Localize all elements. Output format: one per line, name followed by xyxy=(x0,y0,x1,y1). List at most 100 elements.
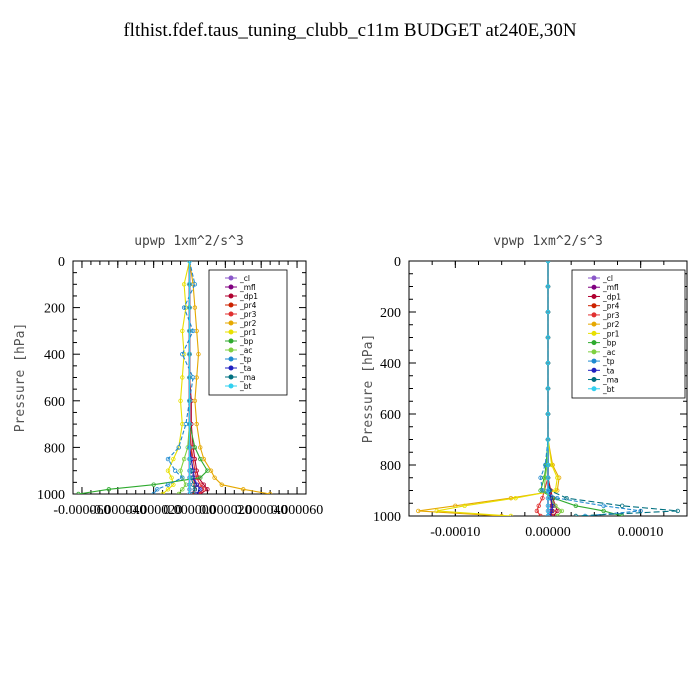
data-point xyxy=(181,352,187,357)
data-point xyxy=(196,352,201,357)
data-point xyxy=(545,411,551,417)
data-point xyxy=(187,305,192,310)
data-point xyxy=(219,482,224,487)
data-point xyxy=(559,508,565,514)
data-point xyxy=(601,508,606,514)
legend-label: _cl xyxy=(602,274,613,283)
data-point xyxy=(550,503,555,508)
data-point xyxy=(538,475,543,480)
series-line xyxy=(436,261,558,516)
data-point xyxy=(545,437,551,442)
data-point xyxy=(178,398,183,403)
data-point xyxy=(106,487,112,492)
data-point xyxy=(165,482,171,487)
legend-marker xyxy=(228,302,234,308)
data-point xyxy=(545,513,551,516)
data-point xyxy=(534,508,540,514)
data-point xyxy=(187,491,192,494)
data-point xyxy=(555,508,560,514)
legend-marker xyxy=(591,340,597,346)
y-tick-label: 600 xyxy=(380,408,401,423)
data-point xyxy=(187,482,192,487)
y-tick-label: 1000 xyxy=(373,510,401,525)
data-point xyxy=(187,421,192,427)
data-point xyxy=(194,491,199,494)
data-point xyxy=(545,261,551,264)
data-point xyxy=(619,503,625,508)
data-point xyxy=(212,475,217,480)
data-point xyxy=(545,462,551,468)
x-tick-label: -0.000020 xyxy=(125,503,182,518)
data-point xyxy=(545,475,551,480)
data-point xyxy=(499,513,504,516)
legend-label: _tp xyxy=(602,357,615,366)
data-point xyxy=(192,282,198,287)
legend-marker xyxy=(591,303,597,309)
x-tick-label: 0.000020 xyxy=(199,503,252,518)
data-point xyxy=(180,328,185,334)
y-tick-label: 600 xyxy=(44,395,65,410)
data-point xyxy=(564,495,569,501)
legend: _cl_mfl_dp1_pr4_pr3_pr2_pr1_bp_ac_tp_ta_… xyxy=(571,269,686,399)
legend-marker xyxy=(591,293,597,299)
legend-label: _ta xyxy=(239,364,251,373)
legend-marker xyxy=(591,284,597,290)
data-point xyxy=(194,421,199,427)
legend-label: _dp1 xyxy=(239,292,258,301)
x-tick-label: 0.00010 xyxy=(618,525,664,540)
data-point xyxy=(573,503,578,508)
legend-marker xyxy=(591,377,597,383)
legend-marker xyxy=(228,365,234,371)
legend-marker xyxy=(228,320,234,326)
legend-marker xyxy=(591,386,597,392)
data-point xyxy=(155,487,160,492)
series-line xyxy=(418,261,560,516)
x-tick-label: -0.000060 xyxy=(53,503,110,518)
legend-marker xyxy=(591,275,597,281)
page-title: flthist.fdef.taus_tuning_clubb_c11m BUDG… xyxy=(123,20,577,41)
y-tick-label: 0 xyxy=(58,255,65,270)
legend-marker xyxy=(228,329,234,335)
data-point xyxy=(171,456,176,462)
data-point xyxy=(180,487,185,492)
data-point xyxy=(181,305,187,310)
data-point xyxy=(176,491,181,494)
data-point xyxy=(545,488,551,493)
legend-marker xyxy=(591,330,597,336)
data-point xyxy=(241,487,246,492)
data-point xyxy=(416,508,421,514)
legend-marker xyxy=(228,383,234,389)
y-tick-label: 800 xyxy=(44,441,65,456)
legend-label: _bt xyxy=(602,385,615,394)
data-point xyxy=(555,513,560,516)
data-point xyxy=(187,261,192,264)
data-point xyxy=(76,491,81,494)
legend-label: _pr3 xyxy=(239,310,257,319)
legend-label: _ta xyxy=(602,366,614,375)
data-point xyxy=(187,375,192,380)
legend-marker xyxy=(228,338,234,344)
data-point xyxy=(160,491,165,494)
legend-label: _ac xyxy=(602,348,615,357)
data-point xyxy=(545,360,551,366)
series-line xyxy=(188,261,271,494)
data-point xyxy=(582,513,588,516)
y-tick-label: 0 xyxy=(394,255,401,270)
x-tick-label: -0.00010 xyxy=(430,525,480,540)
data-point xyxy=(190,491,196,494)
data-point xyxy=(187,475,192,480)
x-tick-label: 0.000000 xyxy=(163,503,216,518)
data-point xyxy=(187,282,192,287)
legend-label: _pr2 xyxy=(239,319,257,328)
data-point xyxy=(176,445,181,450)
data-point xyxy=(187,468,192,473)
data-point xyxy=(165,468,171,473)
data-point xyxy=(172,468,178,473)
data-point xyxy=(553,503,558,508)
data-point xyxy=(538,513,543,516)
data-point xyxy=(555,475,560,480)
legend-label: _pr4 xyxy=(602,302,620,311)
legend-label: _pr3 xyxy=(602,311,620,320)
y-tick-label: 200 xyxy=(44,302,65,317)
legend-label: _bt xyxy=(239,382,252,391)
